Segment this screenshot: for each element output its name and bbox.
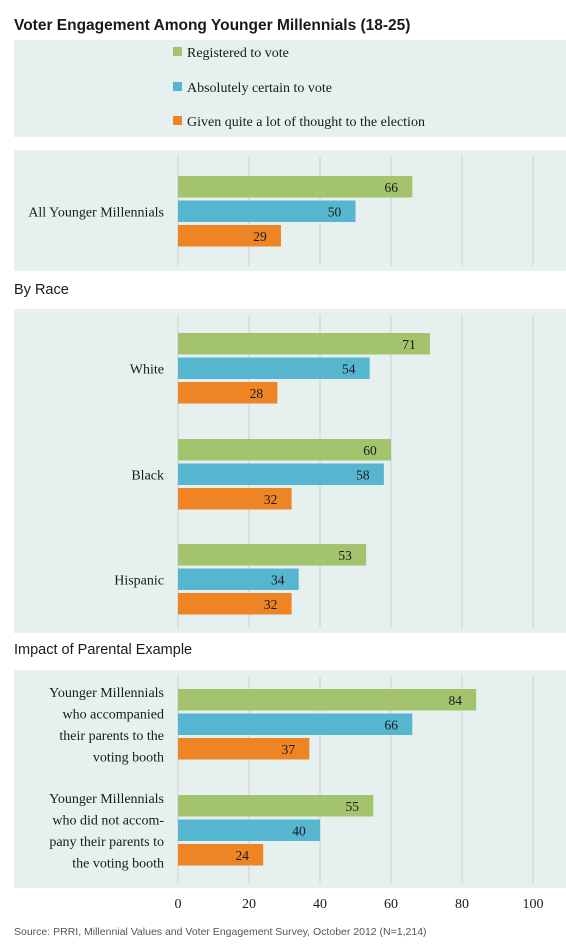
bar-thought [178, 593, 292, 615]
bar-thought [178, 844, 264, 866]
legend-label-registered: Registered to vote [187, 46, 289, 61]
bar-value-label: 28 [250, 386, 264, 401]
legend-label-thought: Given quite a lot of thought to the elec… [187, 115, 425, 130]
category-label: who accompanied [63, 708, 164, 723]
bar-value-label: 34 [271, 572, 285, 587]
category-labels: All Younger Millennials White Black Hispani… [28, 205, 164, 871]
bar-registered [178, 689, 477, 711]
bar-value-label: 60 [363, 443, 377, 458]
bar-registered [178, 333, 431, 355]
legend-swatch-certain [173, 82, 182, 91]
bar-registered [178, 795, 374, 817]
source-note: Source: PRRI, Millennial Values and Vote… [14, 926, 427, 938]
x-tick-label: 40 [313, 897, 327, 912]
bar-value-label: 32 [264, 492, 278, 507]
bar-value-label: 50 [328, 204, 342, 219]
category-label: White [130, 362, 164, 377]
bar-certain [178, 200, 356, 222]
bar-registered [178, 176, 413, 198]
bar-registered [178, 544, 367, 566]
chart-title: Voter Engagement Among Younger Millennia… [14, 17, 410, 34]
category-label: pany their parents to [49, 835, 164, 850]
bar-value-label: 84 [448, 693, 462, 708]
bar-thought [178, 225, 281, 247]
bar-value-label: 66 [385, 717, 399, 732]
bar-certain [178, 568, 299, 590]
bar-thought [178, 488, 292, 510]
bar-value-label: 71 [402, 337, 416, 352]
legend-panel [14, 40, 566, 137]
category-label: voting booth [93, 751, 164, 766]
bar-registered [178, 439, 391, 461]
bars: 66 50 29 71 54 28 60 58 32 53 34 32 84 66 37 55 40 24 [178, 176, 477, 866]
category-label: Younger Millennials [49, 686, 164, 701]
x-axis-ticks: 0 20 40 60 80 100 [175, 897, 544, 912]
category-label: their parents to the [59, 729, 164, 744]
bar-value-label: 29 [253, 229, 267, 244]
category-label: Younger Millennials [49, 792, 164, 807]
bar-value-label: 54 [342, 361, 356, 376]
legend-swatch-registered [173, 47, 182, 56]
category-label: Black [131, 468, 164, 483]
category-label: Hispanic [114, 573, 164, 588]
bar-value-label: 58 [356, 467, 370, 482]
bar-value-label: 32 [264, 597, 278, 612]
x-tick-label: 100 [523, 897, 544, 912]
bar-certain [178, 357, 370, 379]
section-heading-race: By Race [14, 282, 69, 298]
category-label: All Younger Millennials [28, 205, 164, 220]
legend-swatch-thought [173, 116, 182, 125]
x-tick-label: 60 [384, 897, 398, 912]
bar-value-label: 55 [346, 799, 360, 814]
bar-certain [178, 463, 384, 485]
bar-certain [178, 713, 413, 735]
category-label: the voting booth [72, 857, 164, 872]
bar-value-label: 37 [282, 742, 296, 757]
legend-label-certain: Absolutely certain to vote [187, 81, 332, 96]
x-tick-label: 0 [175, 897, 182, 912]
bar-thought [178, 738, 310, 760]
x-tick-label: 20 [242, 897, 256, 912]
bar-value-label: 53 [338, 548, 352, 563]
bar-value-label: 40 [292, 823, 306, 838]
bar-value-label: 24 [235, 848, 249, 863]
section-heading-parental: Impact of Parental Example [14, 642, 192, 658]
bar-thought [178, 382, 278, 404]
bar-value-label: 66 [385, 180, 399, 195]
x-tick-label: 80 [455, 897, 469, 912]
bar-certain [178, 819, 320, 841]
category-label: who did not accom- [52, 814, 164, 829]
